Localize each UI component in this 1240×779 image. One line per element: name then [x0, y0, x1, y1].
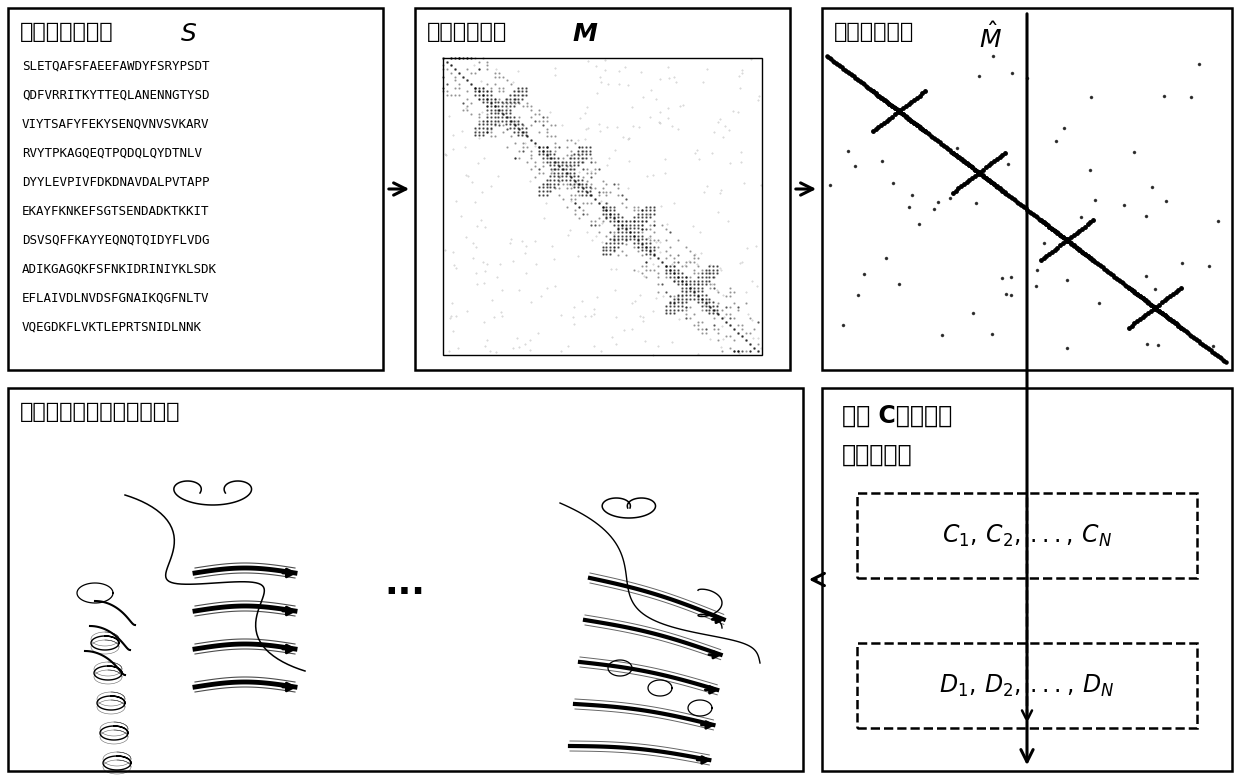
- Text: 划分后的结构域的预测结构: 划分后的结构域的预测结构: [20, 402, 181, 422]
- Text: $\boldsymbol{\mathit{S}}$: $\boldsymbol{\mathit{S}}$: [180, 22, 197, 46]
- Text: 处理的接触图: 处理的接触图: [835, 22, 914, 42]
- Text: 模糊 C均值聚类: 模糊 C均值聚类: [842, 404, 952, 428]
- Text: ADIKGAGQKFSFNKIDRINIYKLSDK: ADIKGAGQKFSFNKIDRINIYKLSDK: [22, 263, 217, 276]
- Bar: [857, 493, 1197, 578]
- Text: $\boldsymbol{M}$: $\boldsymbol{M}$: [572, 22, 599, 46]
- Text: $D_1,\, D_2,\, ...,\, D_N$: $D_1,\, D_2,\, ...,\, D_N$: [940, 672, 1115, 699]
- Text: VIYTSAFYFEKYSENQVNVSVKARV: VIYTSAFYFEKYSENQVNVSVKARV: [22, 118, 210, 131]
- Text: RVYTPKAGQEQTPQDQLQYDTNLV: RVYTPKAGQEQTPQDQLQYDTNLV: [22, 147, 202, 160]
- Text: DYYLEVPIVFDKDNAVDALPVTAPP: DYYLEVPIVFDKDNAVDALPVTAPP: [22, 176, 210, 189]
- Bar: [857, 643, 1197, 728]
- Text: 预测的接触图: 预测的接触图: [427, 22, 507, 42]
- Text: SLETQAFSFAEEFAWDYFSRYPSDT: SLETQAFSFAEEFAWDYFSRYPSDT: [22, 60, 210, 73]
- Bar: [415, 8, 790, 370]
- Text: 蛋白质序列信息: 蛋白质序列信息: [20, 22, 114, 42]
- Bar: [443, 58, 763, 355]
- Text: EFLAIVDLNVDSFGNAIKQGFNLTV: EFLAIVDLNVDSFGNAIKQGFNLTV: [22, 292, 210, 305]
- Text: $\boldsymbol{\hat{M}}$: $\boldsymbol{\hat{M}}$: [980, 22, 1002, 53]
- Text: QDFVRRITKYTTEQLANENNGTYSD: QDFVRRITKYTTEQLANENNGTYSD: [22, 89, 210, 102]
- Text: VQEGDKFLVKTLEPRTSNIDLNNK: VQEGDKFLVKTLEPRTSNIDLNNK: [22, 321, 202, 334]
- Bar: [822, 8, 1233, 370]
- Text: ···: ···: [384, 576, 425, 610]
- Bar: [7, 8, 383, 370]
- Text: 及相关处理: 及相关处理: [842, 443, 913, 467]
- Bar: [7, 388, 804, 771]
- Text: EKAYFKNKEFSGTSENDADKTKKIT: EKAYFKNKEFSGTSENDADKTKKIT: [22, 205, 210, 218]
- Bar: [822, 388, 1233, 771]
- Text: $C_1,\, C_2,\, ...,\, C_N$: $C_1,\, C_2,\, ...,\, C_N$: [942, 523, 1112, 548]
- Text: DSVSQFFKAYYEQNQTQIDYFLVDG: DSVSQFFKAYYEQNQTQIDYFLVDG: [22, 234, 210, 247]
